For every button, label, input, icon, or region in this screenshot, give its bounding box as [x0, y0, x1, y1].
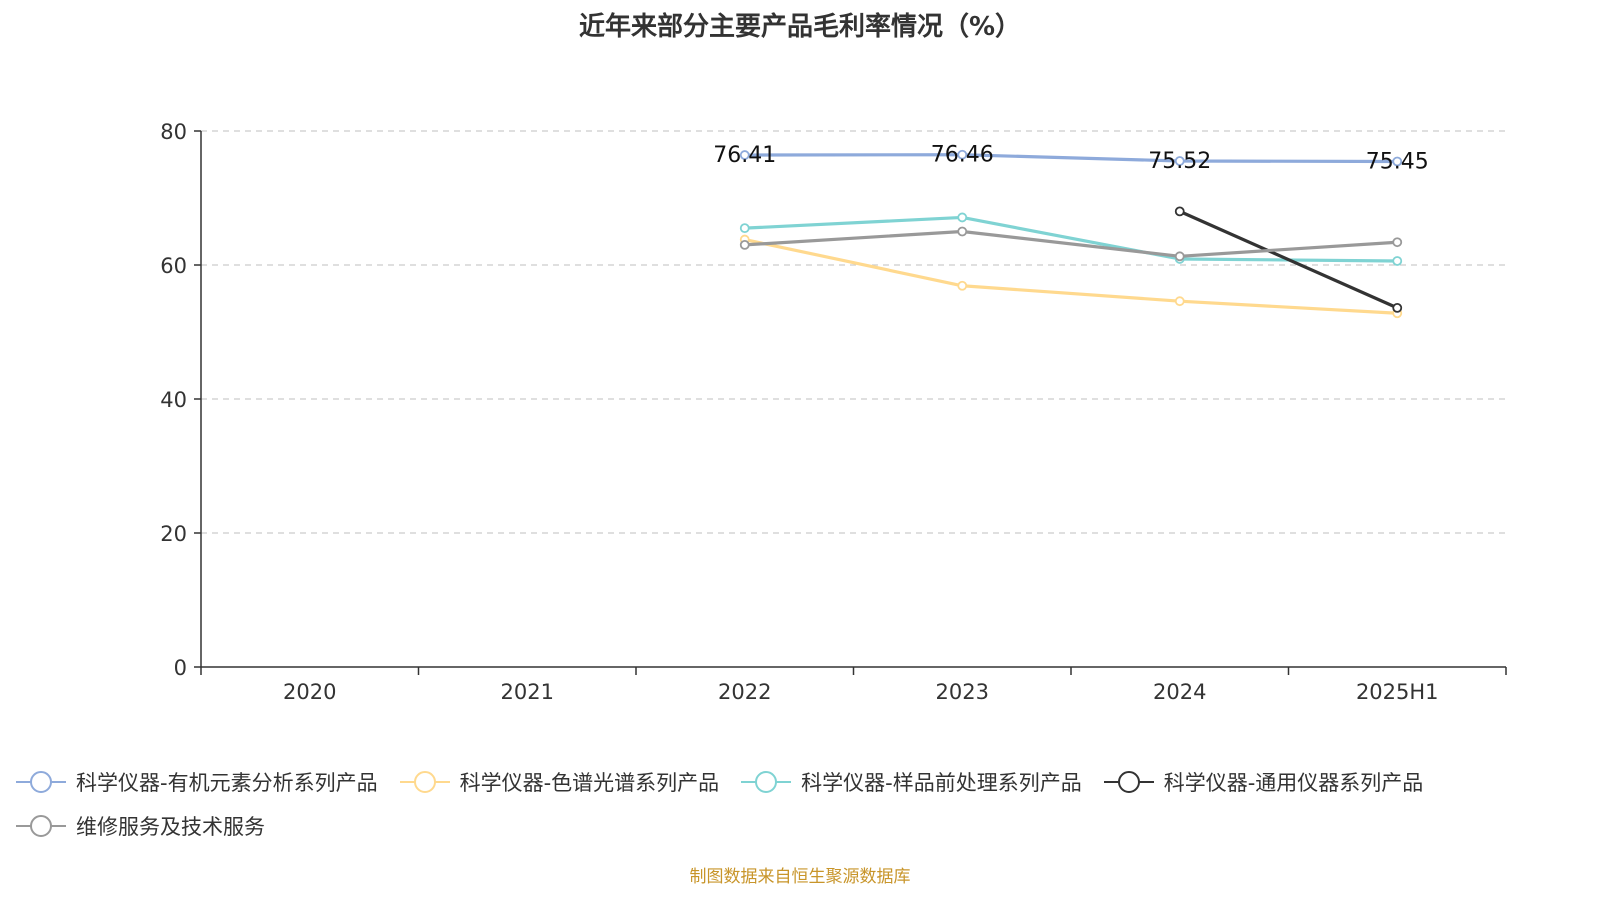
- legend-item[interactable]: 维修服务及技术服务: [16, 811, 265, 841]
- legend-swatch-icon: [399, 771, 450, 793]
- data-point: [1392, 237, 1403, 248]
- series-line: [744, 153, 1398, 164]
- legend-item[interactable]: 科学仪器-通用仪器系列产品: [1103, 767, 1424, 797]
- legend-label: 科学仪器-色谱光谱系列产品: [459, 771, 720, 795]
- grid-lines: [201, 130, 1506, 534]
- y-tick-label: 80: [160, 120, 187, 144]
- data-point: [739, 223, 750, 234]
- series-line: [744, 229, 1398, 258]
- x-tick-label: 2020: [283, 680, 336, 704]
- data-point: [1174, 296, 1185, 307]
- legend-swatch-icon: [16, 815, 66, 837]
- data-point: [1174, 251, 1185, 262]
- legend-swatch-marker: [755, 771, 778, 793]
- legend-swatch-marker: [1117, 771, 1140, 793]
- data-label: 75.52: [1148, 149, 1211, 174]
- data-label: 75.45: [1366, 149, 1429, 174]
- chart-title: 近年来部分主要产品毛利率情况（%）: [578, 12, 1022, 42]
- x-tick-label: 2022: [718, 680, 771, 704]
- data-point: [957, 226, 968, 237]
- y-tick-label: 0: [174, 656, 187, 680]
- legend-swatch-icon: [741, 771, 792, 793]
- data-label: 76.46: [931, 143, 994, 168]
- legend-swatch-marker: [30, 771, 52, 793]
- data-point: [739, 150, 750, 160]
- legend-item[interactable]: 科学仪器-样品前处理系列产品: [741, 767, 1082, 797]
- legend-swatch-marker: [413, 771, 436, 793]
- data-labels: 76.41 76.46 75.52 75.45: [713, 143, 1428, 175]
- data-point: [1392, 156, 1403, 167]
- line-chart: 0 20 40 60 80 2020 2021 2022 2023 2024 2025H1 76.4…: [160, 120, 1507, 704]
- y-tick-label: 60: [160, 254, 187, 278]
- data-label: 76.41: [713, 143, 776, 168]
- data-point: [1392, 256, 1403, 266]
- data-point: [957, 280, 968, 291]
- legend-item[interactable]: 科学仪器-有机元素分析系列产品: [16, 767, 378, 797]
- data-point: [739, 239, 750, 250]
- legend-label: 科学仪器-有机元素分析系列产品: [76, 771, 378, 795]
- legend-swatch-icon: [16, 771, 66, 793]
- y-tick-label: 20: [160, 522, 187, 546]
- legend-label: 维修服务及技术服务: [76, 815, 265, 839]
- data-point: [1174, 206, 1185, 217]
- series-lines: [739, 149, 1403, 319]
- legend-item[interactable]: 科学仪器-色谱光谱系列产品: [399, 767, 720, 797]
- x-tick-label: 2024: [1153, 680, 1206, 704]
- legend-label: 科学仪器-样品前处理系列产品: [801, 771, 1082, 795]
- x-tick-label: 2021: [501, 680, 554, 704]
- legend-swatch-icon: [1103, 771, 1154, 793]
- legend-row: 科学仪器-有机元素分析系列产品 科学仪器-色谱光谱系列产品 科学仪器-样品前处理系列…: [16, 760, 1596, 804]
- data-point: [957, 212, 968, 223]
- y-tick-label: 40: [160, 388, 187, 412]
- legend: 科学仪器-有机元素分析系列产品 科学仪器-色谱光谱系列产品 科学仪器-样品前处理系列…: [16, 760, 1596, 848]
- source-note: 制图数据来自恒生聚源数据库: [689, 867, 911, 887]
- x-tick-label: 2023: [936, 680, 989, 704]
- series-line: [1179, 209, 1398, 310]
- data-point: [1174, 156, 1185, 166]
- series-line: [744, 237, 1398, 315]
- legend-swatch-marker: [30, 815, 52, 837]
- legend-row: 维修服务及技术服务: [16, 804, 1596, 848]
- data-point: [1392, 302, 1403, 313]
- data-point: [957, 149, 968, 160]
- legend-label: 科学仪器-通用仪器系列产品: [1163, 771, 1424, 795]
- x-tick-label: 2025H1: [1356, 680, 1439, 704]
- axes: 0 20 40 60 80 2020 2021 2022 2023 2024 2025H1: [160, 120, 1507, 704]
